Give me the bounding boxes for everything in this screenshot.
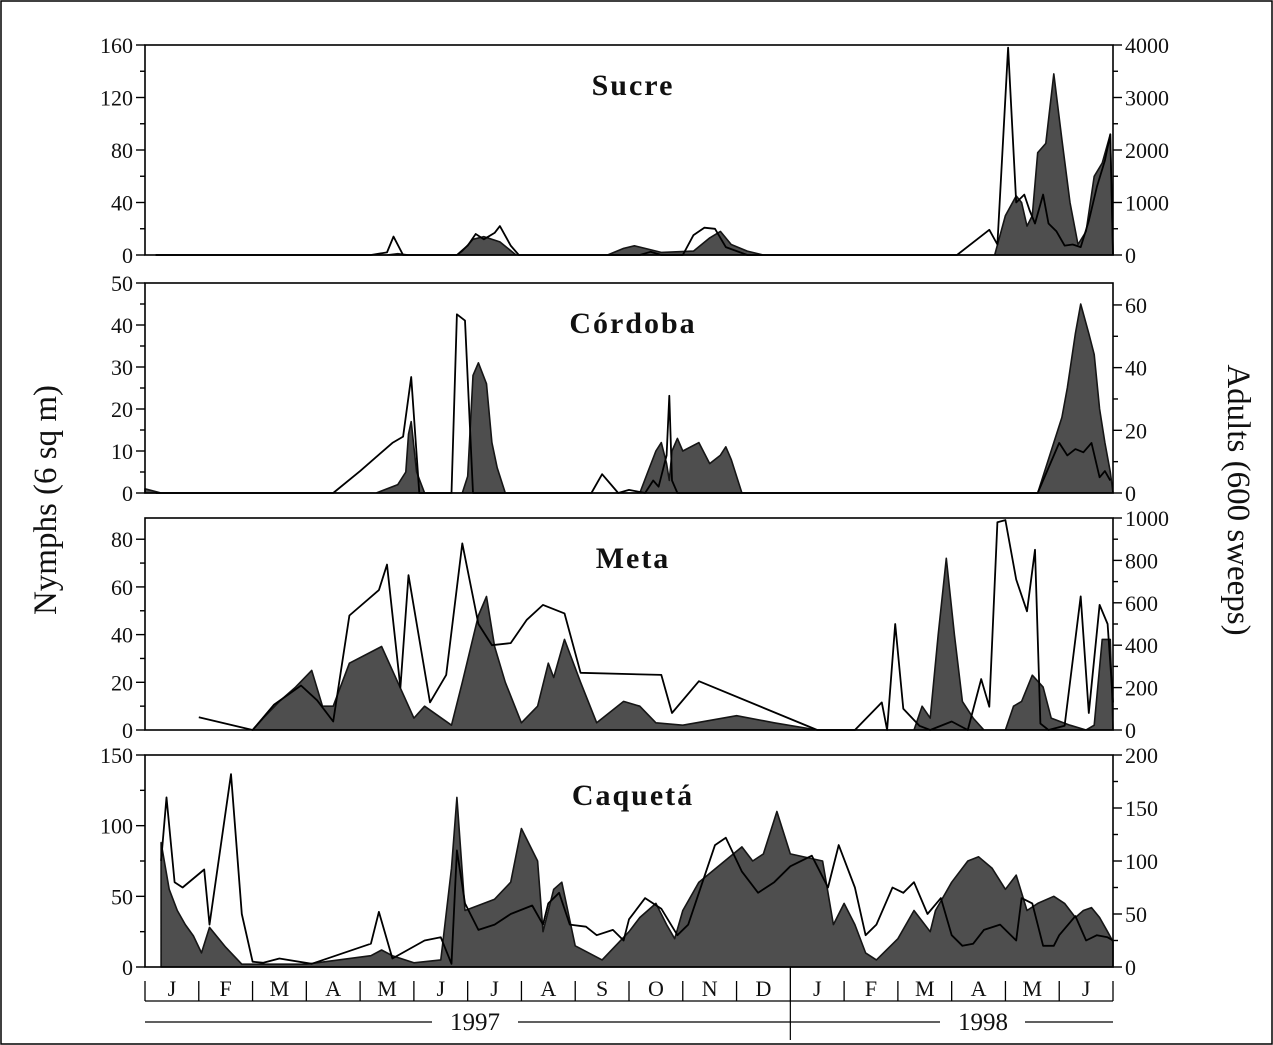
panel-3: 0 50 100 150 0 50 100 150 200 Caquetá (100, 743, 1158, 980)
left-tick-label: 40 (111, 191, 133, 216)
panel-1: 0 10 20 30 40 50 0 20 40 60 Córdoba (111, 271, 1147, 506)
left-tick-label: 0 (122, 955, 133, 980)
month-label: F (865, 976, 877, 1001)
month-label: A (540, 976, 556, 1001)
year-label-1997: 1997 (450, 1009, 500, 1036)
left-tick-label: 0 (122, 243, 133, 268)
right-tick-label: 4000 (1125, 33, 1169, 58)
left-tick-label: 20 (111, 397, 133, 422)
right-tick-label: 0 (1125, 481, 1136, 506)
right-tick-label: 1000 (1125, 506, 1169, 531)
left-tick-label: 150 (100, 743, 133, 768)
left-tick-label: 100 (100, 814, 133, 839)
nymphs-area (155, 73, 1114, 256)
left-tick-label: 80 (111, 527, 133, 552)
month-label: O (648, 976, 664, 1001)
right-tick-label: 400 (1125, 633, 1158, 658)
panel-title: Meta (596, 542, 671, 575)
month-label: M (377, 976, 397, 1001)
panel-title: Caquetá (572, 779, 694, 812)
left-tick-label: 0 (122, 718, 133, 743)
panel-0: 0 40 80 120 160 0 1000 2000 3000 4000 Sucre (100, 33, 1169, 268)
month-label: F (220, 976, 232, 1001)
nymphs-area (144, 303, 1114, 494)
right-tick-label: 2000 (1125, 138, 1169, 163)
left-tick-label: 30 (111, 355, 133, 380)
month-label: M (915, 976, 935, 1001)
month-label: J (436, 976, 445, 1001)
right-tick-label: 150 (1125, 796, 1158, 821)
left-tick-label: 20 (111, 670, 133, 695)
month-label: A (971, 976, 987, 1001)
adults-line (155, 46, 1114, 256)
month-label: M (270, 976, 290, 1001)
right-tick-label: 200 (1125, 743, 1158, 768)
right-tick-label: 3000 (1125, 86, 1169, 111)
month-label: M (1023, 976, 1043, 1001)
nymphs-area (160, 796, 1114, 968)
month-label: J (490, 976, 499, 1001)
nymphs-area (251, 557, 1114, 731)
left-tick-label: 120 (100, 86, 133, 111)
adults-line (198, 519, 1114, 731)
adults-line (160, 773, 1114, 965)
left-tick-label: 50 (111, 884, 133, 909)
right-tick-label: 60 (1125, 293, 1147, 318)
month-label: A (325, 976, 341, 1001)
month-label: J (168, 976, 177, 1001)
left-tick-label: 40 (111, 313, 133, 338)
left-tick-label: 0 (122, 481, 133, 506)
right-tick-label: 0 (1125, 718, 1136, 743)
left-tick-label: 10 (111, 439, 133, 464)
right-tick-label: 600 (1125, 591, 1158, 616)
left-tick-label: 60 (111, 575, 133, 600)
right-tick-label: 0 (1125, 243, 1136, 268)
month-label: J (1082, 976, 1091, 1001)
right-tick-label: 20 (1125, 418, 1147, 443)
month-label: N (702, 976, 718, 1001)
left-tick-label: 80 (111, 138, 133, 163)
right-tick-label: 200 (1125, 676, 1158, 701)
panel-title: Sucre (592, 69, 675, 102)
right-tick-label: 0 (1125, 955, 1136, 980)
month-label: D (755, 976, 771, 1001)
right-axis-label: Adults (600 sweeps) (1220, 364, 1256, 635)
left-axis-label: Nymphs (6 sq m) (28, 385, 64, 615)
panels: 0408012016001000200030004000Sucre0102030… (100, 33, 1169, 980)
year-label-1998: 1998 (958, 1009, 1008, 1036)
right-tick-label: 100 (1125, 849, 1158, 874)
left-tick-label: 40 (111, 623, 133, 648)
left-tick-label: 50 (111, 271, 133, 296)
month-label: S (596, 976, 608, 1001)
right-tick-label: 800 (1125, 548, 1158, 573)
month-label: J (813, 976, 822, 1001)
right-tick-label: 1000 (1125, 191, 1169, 216)
left-tick-label: 160 (100, 33, 133, 58)
adults-line (155, 313, 1112, 494)
right-tick-label: 50 (1125, 902, 1147, 927)
panel-title: Córdoba (569, 307, 696, 340)
right-tick-label: 40 (1125, 356, 1147, 381)
